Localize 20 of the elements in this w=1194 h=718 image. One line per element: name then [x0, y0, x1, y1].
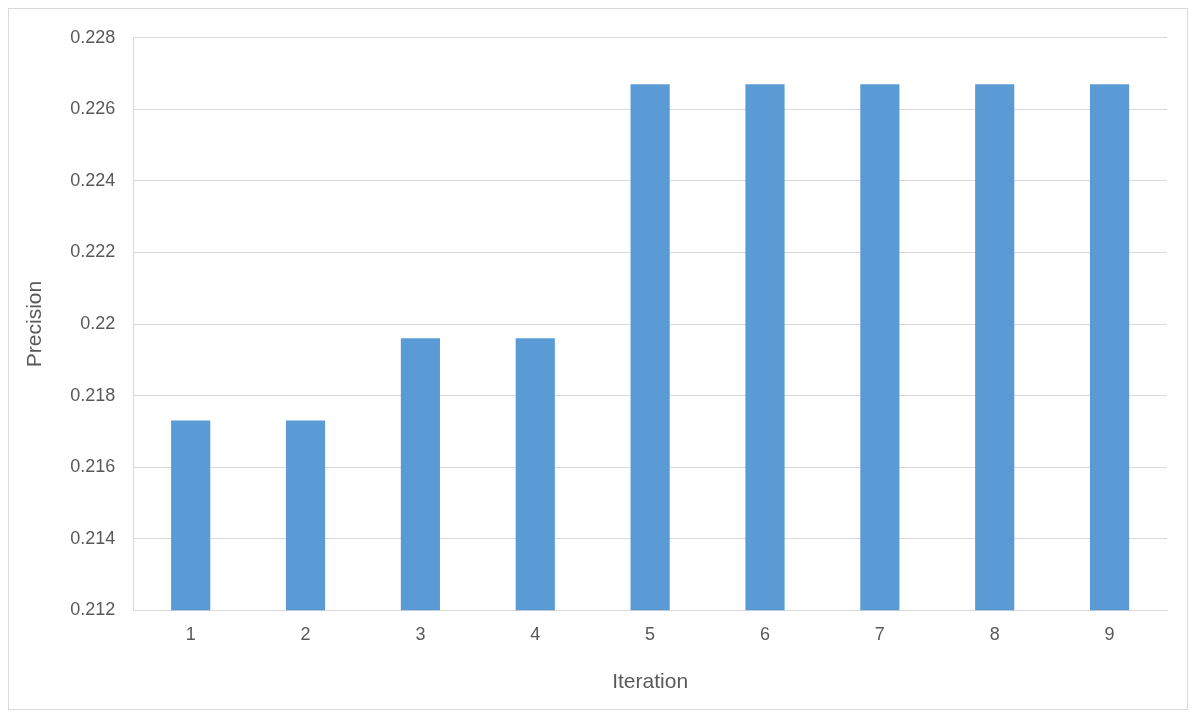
x-tick-label: 2: [300, 623, 311, 644]
y-tick-label: 0.224: [70, 169, 116, 190]
y-tick-label: 0.212: [70, 599, 116, 620]
y-tick-label: 0.218: [70, 384, 116, 405]
x-tick-label: 6: [759, 623, 770, 644]
y-axis-title: Precision: [22, 280, 46, 368]
y-tick-label: 0.216: [70, 456, 116, 477]
x-tick-label: 1: [185, 623, 196, 644]
x-tick-label: 4: [530, 623, 541, 644]
y-tick-label: 0.228: [70, 26, 116, 47]
x-tick-label: 7: [874, 623, 885, 644]
y-tick-label: 0.22: [80, 312, 116, 333]
x-tick-label: 3: [415, 623, 426, 644]
x-axis-title: Iteration: [612, 669, 689, 693]
x-tick-label: 5: [645, 623, 656, 644]
y-tick-label: 0.226: [70, 98, 116, 119]
y-tick-label: 0.222: [70, 241, 116, 262]
x-tick-label: 8: [989, 623, 1000, 644]
y-tick-label: 0.214: [70, 527, 116, 548]
x-tick-label: 9: [1104, 623, 1115, 644]
